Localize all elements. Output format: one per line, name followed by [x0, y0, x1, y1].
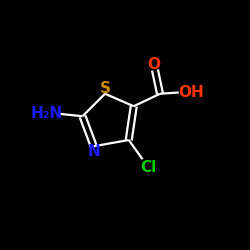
Text: N: N [88, 144, 100, 159]
Text: H₂N: H₂N [31, 106, 63, 121]
Text: O: O [147, 57, 160, 72]
Text: OH: OH [178, 85, 204, 100]
Text: Cl: Cl [140, 160, 156, 175]
Text: S: S [100, 81, 110, 96]
